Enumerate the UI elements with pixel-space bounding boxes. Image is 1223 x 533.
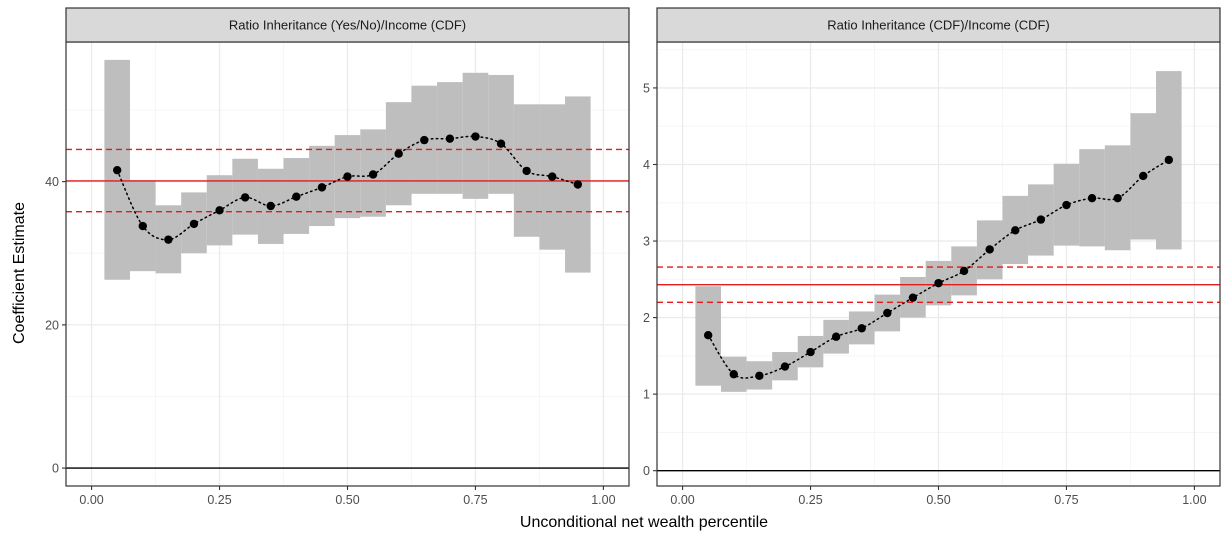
- estimate-point: [496, 139, 506, 148]
- y-tick-label: 20: [45, 318, 59, 332]
- estimate-point: [1011, 226, 1020, 235]
- ci-band: [488, 74, 514, 194]
- estimate-point: [343, 172, 352, 181]
- y-tick-label: 3: [643, 235, 650, 249]
- estimate-point: [522, 166, 531, 176]
- x-tick-label: 0.50: [926, 493, 950, 507]
- panel-1: Ratio Inheritance (Yes/No)/Income (CDF) 0…: [45, 7, 630, 507]
- x-tick-label: 0.25: [798, 493, 822, 507]
- estimate-point: [883, 308, 892, 318]
- estimate-point: [1113, 193, 1122, 203]
- x-tick-label: 1.00: [1182, 493, 1206, 507]
- estimate-point: [164, 235, 173, 244]
- y-tick-label: 0: [52, 462, 59, 476]
- estimate-point: [755, 371, 764, 380]
- estimate-point: [240, 193, 250, 202]
- estimate-point: [394, 149, 403, 158]
- estimate-point: [934, 278, 943, 288]
- x-axis-title: Unconditional net wealth percentile: [520, 514, 768, 531]
- x-tick-label: 0.00: [670, 493, 694, 507]
- x-tick-label: 0.75: [1054, 493, 1078, 507]
- estimate-point: [548, 172, 557, 181]
- estimate-point: [266, 201, 275, 211]
- y-axis-title: Coefficient Estimate: [11, 202, 28, 344]
- estimate-point: [1087, 193, 1097, 203]
- estimate-point: [215, 206, 224, 215]
- estimate-point: [1164, 155, 1174, 165]
- estimate-point: [573, 180, 583, 189]
- estimate-point: [445, 134, 455, 143]
- estimate-point: [317, 183, 327, 192]
- facet-panels: Ratio Inheritance (Yes/No)/Income (CDF) 0…: [45, 7, 1221, 507]
- estimate-point: [703, 330, 713, 340]
- estimate-point: [857, 324, 866, 333]
- panel-2: Ratio Inheritance (CDF)/Income (CDF) 0.00…: [643, 7, 1221, 507]
- y-tick-label: 40: [45, 175, 59, 189]
- estimate-point: [831, 332, 841, 341]
- facet-strip-title: Ratio Inheritance (Yes/No)/Income (CDF): [229, 18, 466, 33]
- facet-strip-title: Ratio Inheritance (CDF)/Income (CDF): [827, 18, 1050, 33]
- estimate-point: [780, 362, 790, 371]
- estimate-point: [959, 266, 969, 276]
- y-tick-label: 0: [643, 464, 650, 478]
- facet-strip: [65, 7, 630, 43]
- estimate-point: [985, 245, 994, 254]
- estimate-point: [138, 221, 147, 231]
- estimate-point: [806, 347, 815, 357]
- x-tick-label: 0.50: [335, 493, 359, 507]
- estimate-point: [1139, 171, 1148, 181]
- y-tick-label: 1: [643, 388, 650, 402]
- estimate-point: [908, 293, 918, 302]
- estimate-point: [292, 192, 301, 201]
- estimate-point: [112, 165, 122, 175]
- estimate-point: [189, 219, 199, 229]
- y-tick-label: 2: [643, 311, 650, 325]
- facet-strip: [656, 7, 1221, 43]
- x-tick-label: 0.25: [207, 493, 231, 507]
- x-tick-label: 0.75: [463, 493, 487, 507]
- x-tick-label: 0.00: [79, 493, 103, 507]
- estimate-point: [729, 370, 738, 379]
- y-tick-label: 5: [643, 81, 650, 95]
- estimate-point: [471, 132, 480, 141]
- estimate-point: [420, 135, 429, 145]
- estimate-point: [368, 170, 378, 179]
- y-tick-label: 4: [643, 158, 650, 172]
- x-tick-label: 1.00: [591, 493, 615, 507]
- estimate-point: [1036, 215, 1046, 224]
- estimate-point: [1062, 200, 1071, 210]
